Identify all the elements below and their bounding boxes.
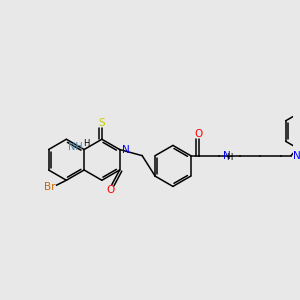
Text: Br: Br (44, 182, 56, 192)
Text: N: N (223, 151, 231, 161)
Text: O: O (195, 129, 203, 140)
Text: S: S (99, 118, 105, 128)
Text: H: H (226, 153, 232, 162)
Text: N: N (293, 151, 300, 161)
Text: O: O (107, 184, 115, 194)
Text: NH: NH (68, 142, 83, 152)
Text: H: H (83, 139, 89, 148)
Text: N: N (122, 145, 129, 154)
